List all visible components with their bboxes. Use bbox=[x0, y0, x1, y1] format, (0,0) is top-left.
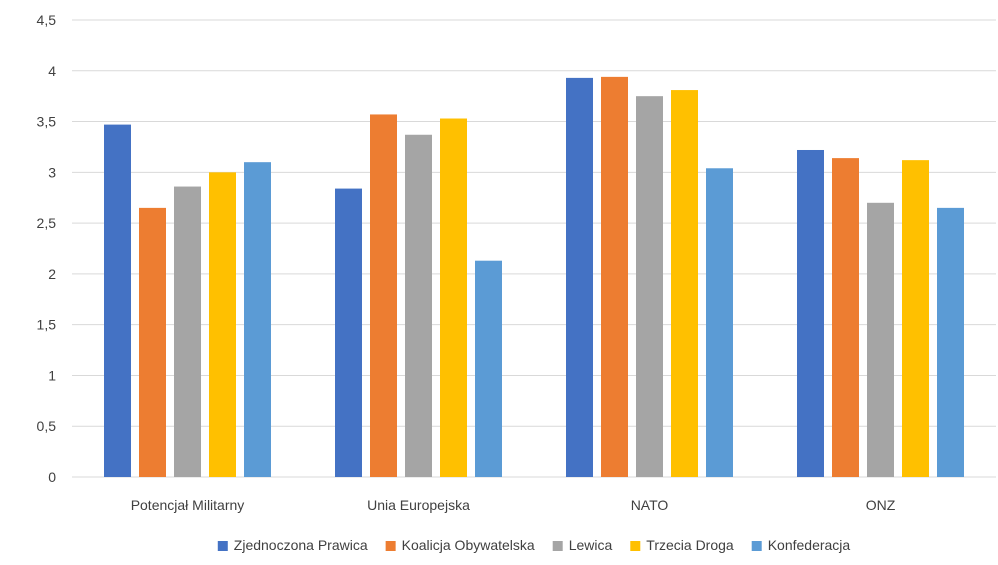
x-category-label: NATO bbox=[631, 497, 669, 513]
bar bbox=[244, 162, 271, 477]
legend-label: Koalicja Obywatelska bbox=[402, 537, 535, 553]
bar bbox=[405, 134, 432, 477]
legend-label: Lewica bbox=[569, 537, 613, 553]
bar bbox=[902, 160, 929, 477]
y-tick-label: 3 bbox=[48, 164, 56, 180]
legend-label: Konfederacja bbox=[768, 537, 851, 553]
x-category-label: Potencjał Militarny bbox=[131, 497, 245, 513]
bar bbox=[937, 207, 964, 477]
legend-swatch bbox=[751, 541, 762, 551]
y-tick-label: 3,5 bbox=[37, 114, 57, 130]
legend-swatch bbox=[385, 541, 396, 551]
y-tick-label: 2 bbox=[48, 266, 56, 282]
bar bbox=[601, 76, 628, 478]
bar bbox=[174, 186, 201, 477]
legend: Zjednoczona Prawica Koalicja Obywatelska L… bbox=[217, 537, 851, 553]
bar bbox=[797, 149, 824, 478]
bar bbox=[335, 188, 362, 478]
bar bbox=[139, 207, 166, 477]
bar bbox=[370, 114, 397, 478]
legend-item: Zjednoczona Prawica bbox=[217, 537, 368, 553]
bar bbox=[475, 260, 502, 477]
y-axis-tick-labels: 0 0,5 1 1,5 2 2,5 3 3,5 4 4,5 bbox=[37, 12, 57, 485]
legend-swatch bbox=[217, 541, 228, 551]
legend-swatch bbox=[552, 541, 563, 551]
bar bbox=[706, 168, 733, 477]
y-tick-label: 2,5 bbox=[37, 215, 57, 231]
bar bbox=[832, 158, 859, 478]
bar bbox=[209, 172, 236, 478]
legend-swatch bbox=[630, 541, 641, 551]
legend-label: Zjednoczona Prawica bbox=[234, 537, 368, 553]
bar bbox=[867, 202, 894, 478]
legend-item: Lewica bbox=[552, 537, 613, 553]
x-category-label: ONZ bbox=[866, 497, 896, 513]
x-category-label: Unia Europejska bbox=[367, 497, 470, 513]
legend-item: Trzecia Droga bbox=[630, 537, 734, 553]
y-tick-label: 1 bbox=[48, 367, 56, 383]
y-tick-label: 4,5 bbox=[37, 12, 57, 28]
y-tick-label: 0,5 bbox=[37, 418, 57, 434]
y-tick-label: 0 bbox=[48, 469, 56, 485]
bar bbox=[636, 96, 663, 478]
bar bbox=[104, 124, 131, 477]
bar bbox=[671, 90, 698, 477]
bar bbox=[566, 77, 593, 478]
legend-item: Koalicja Obywatelska bbox=[385, 537, 535, 553]
x-axis-category-labels: Potencjał Militarny Unia Europejska NATO ON… bbox=[131, 497, 896, 513]
y-tick-label: 1,5 bbox=[37, 317, 57, 333]
legend-label: Trzecia Droga bbox=[646, 537, 734, 553]
legend-item: Konfederacja bbox=[751, 537, 851, 553]
bars bbox=[104, 76, 964, 478]
y-tick-label: 4 bbox=[48, 63, 56, 79]
bar bbox=[440, 118, 467, 478]
